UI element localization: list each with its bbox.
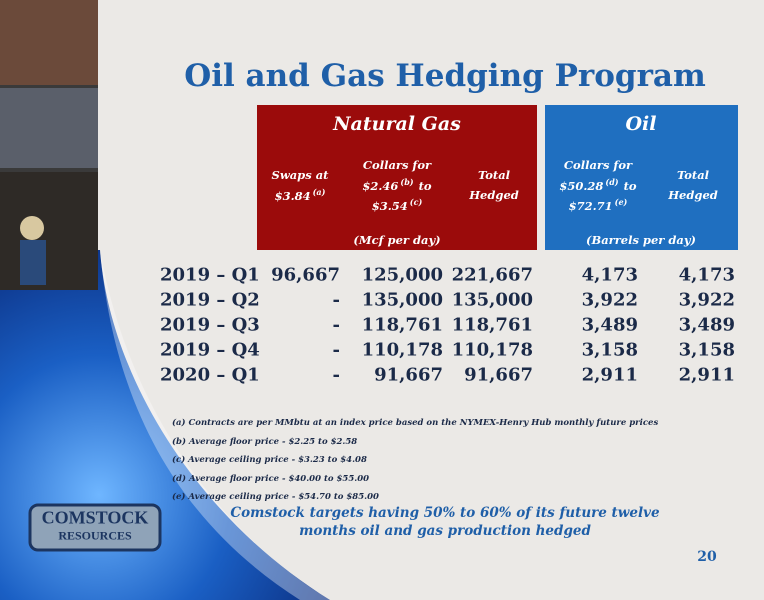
row-label: 2019 – Q2: [160, 289, 260, 311]
footnote: (c) Average ceiling price - $3.23 to $4.…: [172, 455, 367, 465]
cell-value: 110,178: [361, 339, 443, 361]
cell-value: 3,158: [678, 339, 735, 361]
cell-value: 91,667: [464, 364, 533, 386]
header-text: Total: [477, 168, 511, 182]
column-header-line: $3.54 (c): [372, 197, 422, 213]
column-header-line: Hedged: [469, 188, 519, 202]
header-text: Collars for: [362, 158, 432, 172]
header-text: $3.54: [371, 198, 408, 213]
header-text: $72.71: [568, 198, 613, 213]
logo-text: RESOURCES: [58, 528, 132, 543]
header-text: Swaps at: [271, 168, 329, 182]
header-footnote-ref: (a): [312, 187, 326, 198]
cell-value: 3,489: [678, 314, 735, 336]
header-footnote-ref: (d): [605, 177, 619, 188]
group-unit: (Mcf per day): [353, 233, 441, 247]
group-label: Oil: [625, 113, 657, 135]
natural-gas-box: [257, 105, 537, 250]
header-footnote-ref: (c): [409, 197, 423, 208]
cell-value: 3,922: [581, 289, 638, 311]
header-text: $2.46: [362, 178, 399, 193]
cell-value: 221,667: [451, 264, 533, 286]
cell-value: -: [332, 339, 340, 361]
header-footnote-ref: (b): [400, 177, 414, 188]
column-header-line: Collars for: [363, 158, 431, 172]
header-text: to: [418, 178, 432, 193]
oil-box: [545, 105, 738, 250]
group-label: Natural Gas: [333, 113, 461, 135]
row-label: 2019 – Q4: [160, 339, 260, 361]
header-text: Hedged: [469, 188, 519, 202]
column-header-line: $2.46 (b) to: [362, 177, 431, 193]
footnote: (a) Contracts are per MMbtu at an index …: [172, 418, 659, 428]
column-header-line: $72.71 (e): [569, 197, 628, 213]
cell-value: 125,000: [361, 264, 443, 286]
cell-value: 96,667: [271, 264, 340, 286]
header-text: Total: [676, 168, 710, 182]
cell-value: -: [332, 364, 340, 386]
cell-value: 3,489: [581, 314, 638, 336]
header-footnote-ref: (e): [614, 197, 628, 208]
cell-value: 3,922: [678, 289, 735, 311]
cell-value: 110,178: [451, 339, 533, 361]
header-text: Hedged: [668, 188, 718, 202]
footnote: (e) Average ceiling price - $54.70 to $8…: [172, 492, 379, 502]
logo-text: COMSTOCK: [41, 507, 149, 528]
footnote: (d) Average floor price - $40.00 to $55.…: [172, 473, 370, 484]
title: Oil and Gas Hedging Program: [184, 58, 706, 94]
cell-value: -: [332, 289, 340, 311]
cell-value: 2,911: [581, 364, 638, 386]
row-label: 2020 – Q1: [160, 364, 260, 386]
cell-value: 4,173: [678, 264, 735, 286]
cell-value: 2,911: [678, 364, 735, 386]
column-header-line: $3.84 (a): [275, 187, 326, 203]
cell-value: 3,158: [581, 339, 638, 361]
cell-value: 91,667: [374, 364, 443, 386]
cell-value: 118,761: [451, 314, 533, 336]
column-header-line: Hedged: [668, 188, 718, 202]
row-label: 2019 – Q3: [160, 314, 260, 336]
header-text: Collars for: [563, 158, 633, 172]
cell-value: -: [332, 314, 340, 336]
group-unit: (Barrels per day): [586, 233, 696, 247]
footnote: (b) Average floor price - $2.25 to $2.58: [172, 436, 358, 447]
summary-note: Comstock targets having 50% to 60% of it…: [230, 505, 660, 521]
column-header-line: Total: [478, 168, 510, 182]
header-text: $50.28: [559, 178, 604, 193]
cell-value: 4,173: [581, 264, 638, 286]
cell-value: 118,761: [361, 314, 443, 336]
column-header-line: Total: [677, 168, 709, 182]
cell-value: 135,000: [361, 289, 443, 311]
column-header-line: Collars for: [564, 158, 632, 172]
column-header-line: $50.28 (d) to: [559, 177, 636, 193]
header-text: to: [623, 178, 637, 193]
column-header-line: Swaps at: [272, 168, 329, 182]
header-text: $3.84: [274, 188, 311, 203]
page-number: 20: [697, 549, 717, 565]
summary-note: months oil and gas production hedged: [299, 523, 591, 539]
cell-value: 135,000: [451, 289, 533, 311]
row-label: 2019 – Q1: [160, 264, 260, 286]
